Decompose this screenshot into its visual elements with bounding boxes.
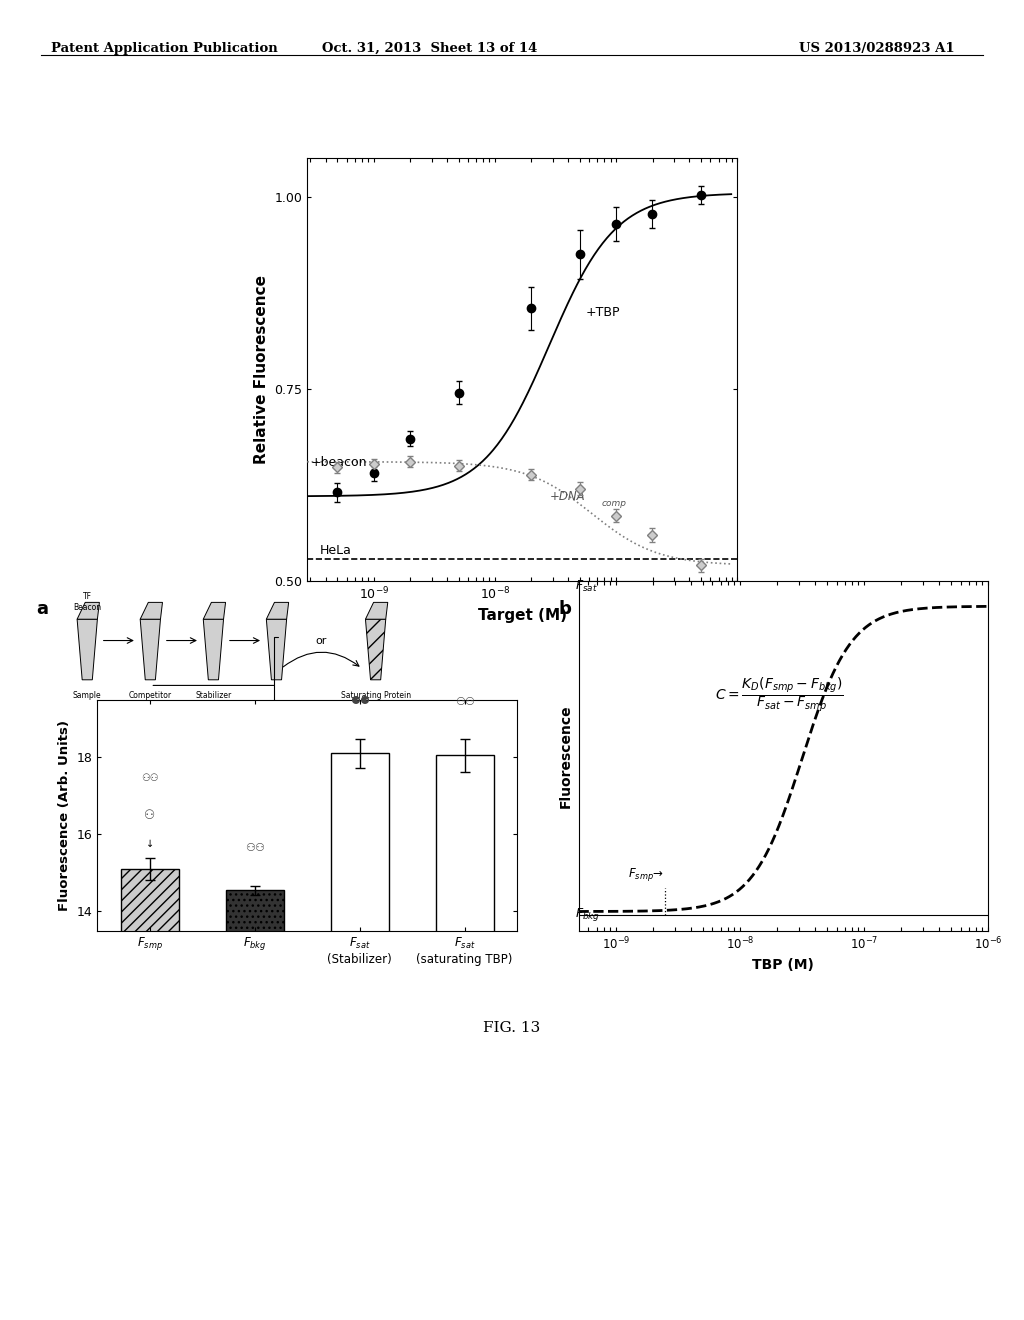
Polygon shape <box>203 602 225 619</box>
Text: +TBP: +TBP <box>586 306 621 319</box>
Text: Saturating Protein: Saturating Protein <box>341 692 411 700</box>
Polygon shape <box>266 619 287 680</box>
Polygon shape <box>266 602 289 619</box>
Polygon shape <box>140 619 161 680</box>
Text: $F_{bkg}$: $F_{bkg}$ <box>574 907 600 923</box>
Text: a: a <box>36 599 48 618</box>
Polygon shape <box>366 602 388 619</box>
Text: Patent Application Publication: Patent Application Publication <box>51 42 278 55</box>
Text: ⚇⚇: ⚇⚇ <box>245 843 265 853</box>
Polygon shape <box>366 619 386 680</box>
Bar <box>121 869 178 1320</box>
Text: ⚇⚇: ⚇⚇ <box>455 697 475 706</box>
Text: $C = \dfrac{K_D(F_{smp} - F_{bkg})}{F_{sat} - F_{smp}}$: $C = \dfrac{K_D(F_{smp} - F_{bkg})}{F_{s… <box>715 676 844 714</box>
Bar <box>226 890 284 1320</box>
Polygon shape <box>140 602 163 619</box>
Y-axis label: Fluorescence (Arb. Units): Fluorescence (Arb. Units) <box>58 719 71 911</box>
X-axis label: Target (M): Target (M) <box>478 607 566 623</box>
Text: $F_{smp}$→: $F_{smp}$→ <box>628 866 665 883</box>
Bar <box>331 754 388 1320</box>
Text: TF
Beacon: TF Beacon <box>73 593 101 611</box>
Text: US 2013/0288923 A1: US 2013/0288923 A1 <box>799 42 954 55</box>
Text: comp: comp <box>601 499 627 507</box>
Y-axis label: Fluorescence: Fluorescence <box>559 704 573 808</box>
Text: ⚇⚇: ⚇⚇ <box>141 774 159 783</box>
Text: or: or <box>315 635 328 645</box>
Text: ⚈⚈: ⚈⚈ <box>349 696 370 706</box>
Text: FIG. 13: FIG. 13 <box>483 1022 541 1035</box>
Text: ⚇: ⚇ <box>144 809 156 821</box>
Text: HeLa: HeLa <box>319 544 351 557</box>
Text: Competitor: Competitor <box>129 692 172 700</box>
Text: Sample: Sample <box>73 692 101 700</box>
Polygon shape <box>77 602 99 619</box>
Text: +beacon: +beacon <box>311 455 368 469</box>
Text: Stabilizer: Stabilizer <box>196 692 231 700</box>
Polygon shape <box>77 619 97 680</box>
Y-axis label: Relative Fluorescence: Relative Fluorescence <box>254 275 268 465</box>
Polygon shape <box>203 619 223 680</box>
X-axis label: TBP (M): TBP (M) <box>753 957 814 972</box>
Bar <box>436 755 494 1320</box>
Text: Oct. 31, 2013  Sheet 13 of 14: Oct. 31, 2013 Sheet 13 of 14 <box>323 42 538 55</box>
Text: b: b <box>558 599 571 618</box>
Text: $F_{sat}$: $F_{sat}$ <box>574 578 598 594</box>
Text: +DNA: +DNA <box>550 490 585 503</box>
Text: ↓: ↓ <box>145 838 154 849</box>
